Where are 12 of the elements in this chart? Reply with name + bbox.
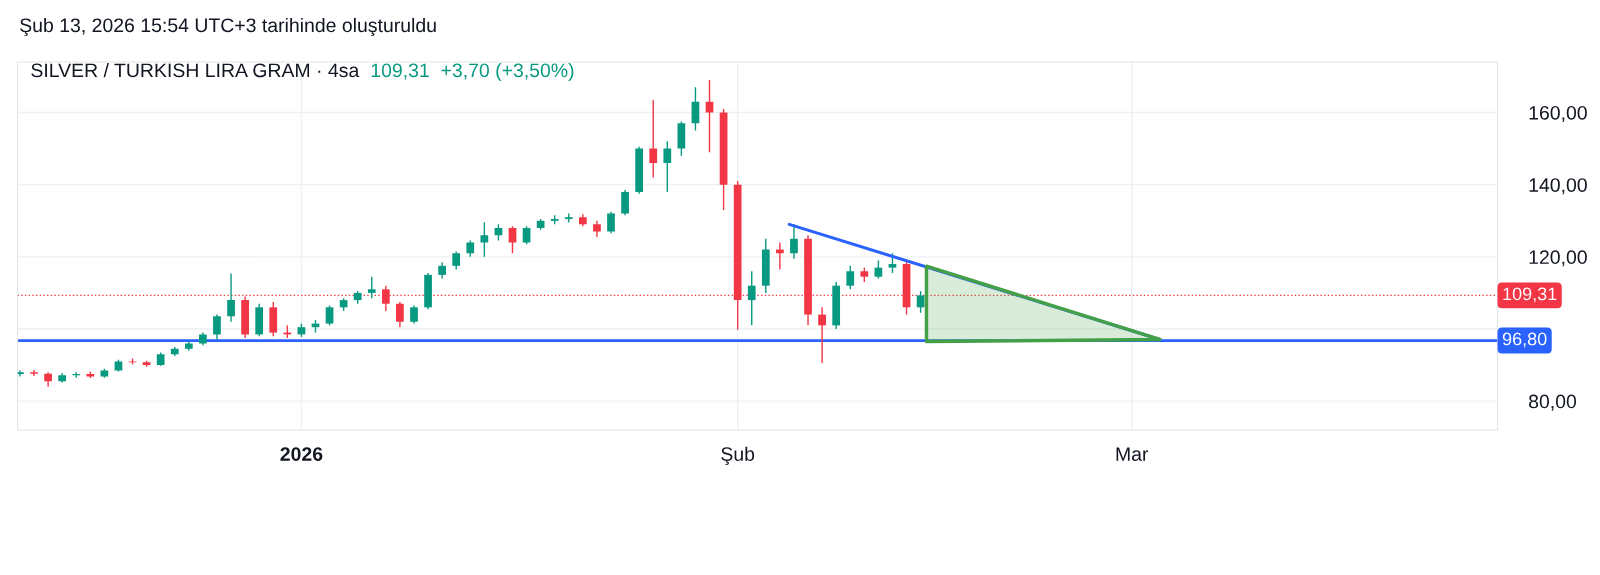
ref-line-label: 109,31 xyxy=(1503,287,1557,303)
ref-line-label: 96,80 xyxy=(1502,332,1547,348)
y-tick-label: 80,00 xyxy=(1529,394,1577,411)
y-tick-label: 140,00 xyxy=(1529,178,1587,195)
y-tick-label: 160,00 xyxy=(1529,105,1587,123)
chart-subtitle: 109,31 +3,70 (+3,50%) xyxy=(371,62,574,82)
y-tick-label: 120,00 xyxy=(1529,250,1587,267)
text: Şub 13, 2026 15:54 UTC+3 tarihinde oluşturuldu xyxy=(20,17,436,37)
chart-title: SILVER / TURKISH LIRA GRAM · 4sa xyxy=(31,62,360,78)
x-tick-label: Şub xyxy=(721,446,755,465)
x-tick-label: Mar xyxy=(1116,447,1149,461)
x-tick-label: 2026 xyxy=(280,447,323,461)
